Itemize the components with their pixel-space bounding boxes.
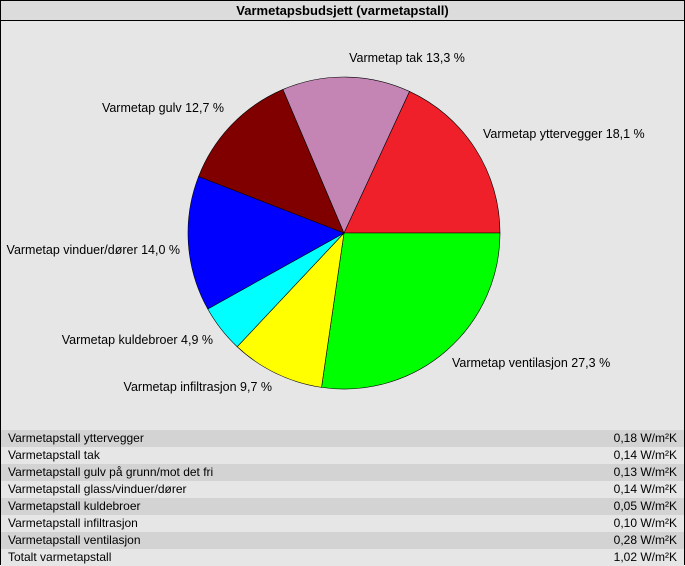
table-row: Totalt varmetapstall 1,02 W/m²K xyxy=(1,549,684,566)
row-label: Varmetapstall yttervegger xyxy=(8,431,144,445)
pie-slice xyxy=(198,89,345,234)
row-label: Varmetapstall infiltrasjon xyxy=(8,516,138,530)
pie-slice xyxy=(236,232,345,388)
pie-slice xyxy=(282,76,410,234)
table-row: Varmetapstall glass/vinduer/dører 0,14 W… xyxy=(1,481,684,498)
pie-slice xyxy=(321,232,501,390)
table-row: Varmetapstall yttervegger 0,18 W/m²K xyxy=(1,430,684,447)
pie-chart: Varmetap yttervegger 18,1 % Varmetap vent… xyxy=(7,51,645,394)
pie-slice xyxy=(187,176,345,310)
row-value: 0,28 W/m²K xyxy=(613,533,677,547)
row-value: 0,18 W/m²K xyxy=(613,431,677,445)
slice-label: Varmetap kuldebroer 4,9 % xyxy=(62,333,213,347)
row-value: 1,02 W/m²K xyxy=(613,550,677,564)
row-label: Varmetapstall kuldebroer xyxy=(8,499,141,513)
heat-loss-table: Varmetapstall yttervegger 0,18 W/m²K Var… xyxy=(1,430,684,566)
row-value: 0,14 W/m²K xyxy=(613,448,677,462)
table-row: Varmetapstall tak 0,14 W/m²K xyxy=(1,447,684,464)
table-row: Varmetapstall kuldebroer 0,05 W/m²K xyxy=(1,498,684,515)
table-row: Varmetapstall infiltrasjon 0,10 W/m²K xyxy=(1,515,684,532)
row-value: 0,10 W/m²K xyxy=(613,516,677,530)
row-label: Varmetapstall ventilasjon xyxy=(8,533,141,547)
row-label: Varmetapstall gulv på grunn/mot det fri xyxy=(8,465,214,479)
slice-label: Varmetap gulv 12,7 % xyxy=(102,101,224,115)
chart-area: Varmetap yttervegger 18,1 % Varmetap vent… xyxy=(1,21,684,430)
row-label: Varmetapstall tak xyxy=(8,448,100,462)
row-value: 0,13 W/m²K xyxy=(613,465,677,479)
slice-label: Varmetap ventilasjon 27,3 % xyxy=(452,356,610,370)
slice-label: Varmetap yttervegger 18,1 % xyxy=(483,127,645,141)
row-label: Varmetapstall glass/vinduer/dører xyxy=(8,482,187,496)
row-value: 0,05 W/m²K xyxy=(613,499,677,513)
slice-label: Varmetap vinduer/dører 14,0 % xyxy=(7,243,180,257)
table-row: Varmetapstall gulv på grunn/mot det fri … xyxy=(1,464,684,481)
slice-label: Varmetap tak 13,3 % xyxy=(349,51,465,65)
table-row: Varmetapstall ventilasjon 0,28 W/m²K xyxy=(1,532,684,549)
row-label: Totalt varmetapstall xyxy=(8,550,112,564)
pie-slice xyxy=(343,91,501,234)
chart-title: Varmetapsbudsjett (varmetapstall) xyxy=(1,1,684,21)
row-value: 0,14 W/m²K xyxy=(613,482,677,496)
slice-label: Varmetap infiltrasjon 9,7 % xyxy=(124,380,272,394)
